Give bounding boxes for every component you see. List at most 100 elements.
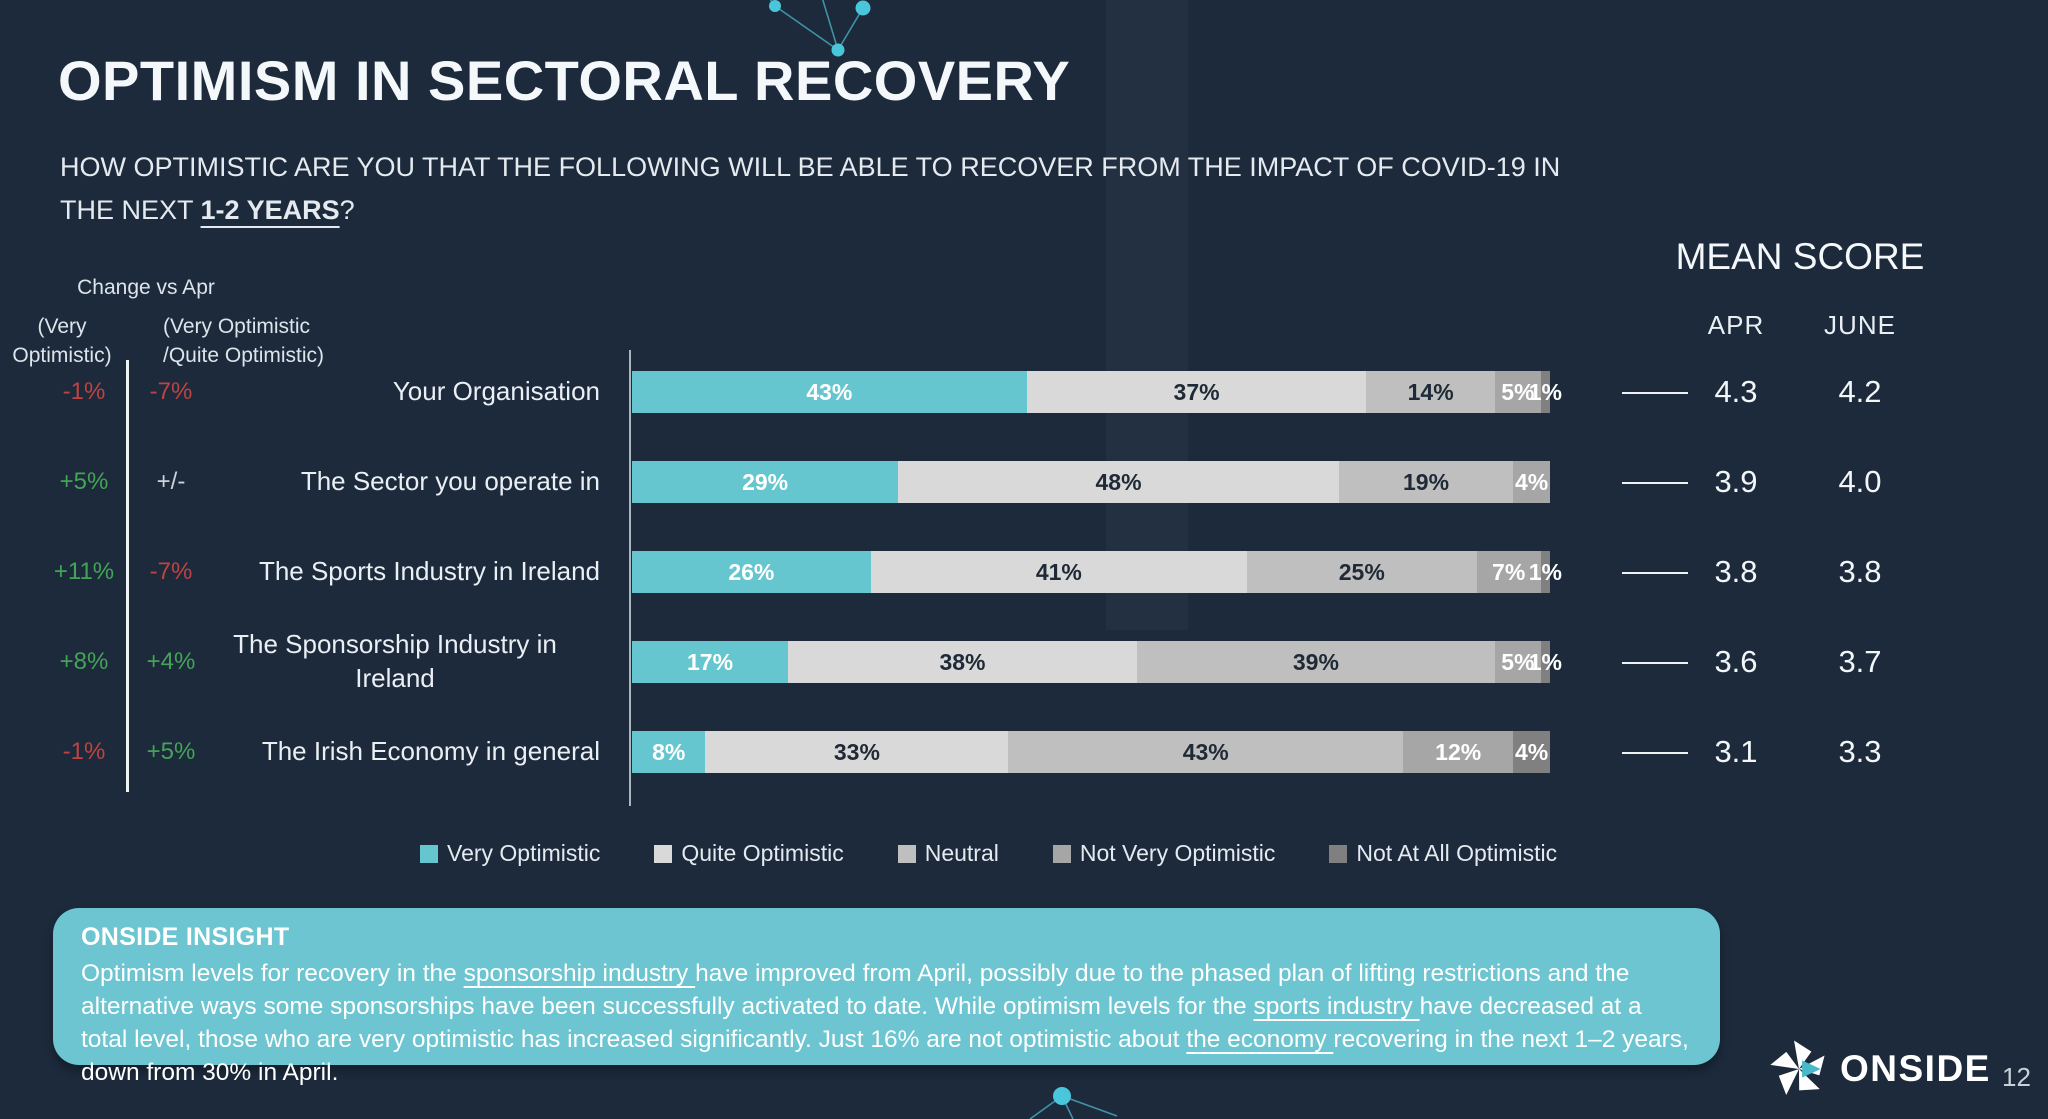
insight-underlined-phrase: sports industry xyxy=(1253,993,1420,1021)
bar-segment-neutral: 39% xyxy=(1136,641,1495,683)
chart-axis-line xyxy=(629,350,631,806)
mean-dash xyxy=(1622,752,1688,754)
bar-segment-value: 4% xyxy=(1514,468,1549,495)
bar-segment-very-optimistic: 8% xyxy=(632,731,706,773)
change-combined-value: +4% xyxy=(146,648,196,675)
bar-segment-not-at-all-optimistic: 1% xyxy=(1529,371,1562,413)
insight-text: Optimism levels for recovery in the xyxy=(81,960,464,987)
mean-apr-value: 3.8 xyxy=(1714,554,1758,589)
change-very-optimistic-value: +5% xyxy=(59,468,109,495)
insight-text: recovering in the next 1–2 years, down f… xyxy=(81,1026,1689,1087)
insight-underlined-phrase: the economy xyxy=(1186,1026,1334,1054)
bar-segment-very-optimistic: 26% xyxy=(632,551,871,593)
stacked-bar: 26% 41% 25% 7% 1% xyxy=(632,551,1562,593)
mean-dash xyxy=(1622,662,1688,664)
bar-segment-value: 1% xyxy=(1528,648,1562,675)
mean-june-column-header: JUNE xyxy=(1824,310,1896,340)
bar-segment-not-at-all-optimistic: 4% xyxy=(1513,731,1550,773)
bar-segment-very-optimistic: 43% xyxy=(632,371,1027,413)
bar-segment-value: 33% xyxy=(833,738,880,765)
change-combined-value: +5% xyxy=(146,738,196,765)
bar-segment-value: 43% xyxy=(1182,738,1229,765)
bar-segment-value: 39% xyxy=(1292,648,1339,675)
legend-item: Not Very Optimistic xyxy=(1052,840,1276,867)
mean-dash xyxy=(1622,392,1688,394)
chart-legend: Very Optimistic Quite Optimistic Neutral No… xyxy=(420,840,1557,867)
legend-swatch xyxy=(897,844,916,863)
stacked-bar: 29% 48% 19% 4% xyxy=(632,461,1550,503)
bar-segment-value: 29% xyxy=(742,468,789,495)
legend-label: Very Optimistic xyxy=(447,840,601,866)
page-title: OPTIMISM IN SECTORAL RECOVERY xyxy=(58,49,1071,112)
mean-score-header: MEAN SCORE xyxy=(1675,236,1925,277)
chart-row: +11% -7% The Sports Industry in Ireland 26%… xyxy=(0,527,2048,617)
legend-item: Quite Optimistic xyxy=(654,840,844,867)
chart-row: -1% +5% The Irish Economy in general 8% 33% 4… xyxy=(0,707,2048,797)
legend-swatch xyxy=(1052,844,1071,863)
onside-pinwheel-icon xyxy=(1770,1040,1825,1095)
legend-item: Very Optimistic xyxy=(420,840,600,867)
change-combined-value: +/- xyxy=(156,468,186,495)
insight-title: ONSIDE INSIGHT xyxy=(81,923,290,951)
mean-dash xyxy=(1622,482,1688,484)
legend-label: Not Very Optimistic xyxy=(1079,840,1276,866)
bar-segment-neutral: 25% xyxy=(1247,551,1477,593)
bar-segment-very-optimistic: 17% xyxy=(632,641,789,683)
legend-item: Neutral xyxy=(897,840,999,867)
bar-segment-value: 41% xyxy=(1035,558,1082,585)
bar-segment-not-at-all-optimistic: 1% xyxy=(1529,641,1562,683)
insight-text: have decreased at a total level, those w… xyxy=(81,993,1642,1054)
mean-apr-value: 4.3 xyxy=(1714,374,1758,409)
brand-logo: ONSIDE xyxy=(1768,1038,1991,1100)
bar-segment-very-optimistic: 29% xyxy=(632,461,899,503)
page-number: 12 xyxy=(2002,1062,2031,1092)
mean-apr-value: 3.6 xyxy=(1714,644,1758,679)
category-label: Your Organisation xyxy=(392,376,600,407)
bar-segment-neutral: 43% xyxy=(1008,731,1404,773)
bar-segment-quite-optimistic: 41% xyxy=(870,551,1248,593)
bar-segment-value: 48% xyxy=(1095,468,1142,495)
chart-row: +8% +4% The Sponsorship Industry in Irelan… xyxy=(0,617,2048,707)
bar-segment-value: 17% xyxy=(687,648,734,675)
change-very-optimistic-value: +11% xyxy=(53,558,115,585)
mean-june-value: 4.2 xyxy=(1838,374,1882,409)
category-label: The Sector you operate in xyxy=(300,466,600,497)
bar-segment-quite-optimistic: 37% xyxy=(1026,371,1367,413)
bar-segment-value: 25% xyxy=(1338,558,1385,585)
category-label: The Sports Industry in Ireland xyxy=(258,556,600,587)
bar-segment-neutral: 19% xyxy=(1338,461,1514,503)
bar-segment-value: 38% xyxy=(939,648,986,675)
legend-label: Neutral xyxy=(924,840,999,866)
legend-swatch xyxy=(654,844,673,863)
mean-june-value: 3.7 xyxy=(1838,644,1882,679)
survey-question: HOW OPTIMISTIC ARE YOU THAT THE FOLLOWIN… xyxy=(60,146,1620,231)
legend-swatch xyxy=(1329,844,1348,863)
bar-segment-value: 37% xyxy=(1173,378,1220,405)
bar-segment-quite-optimistic: 33% xyxy=(705,731,1009,773)
legend-item: Not At All Optimistic xyxy=(1329,840,1557,867)
insight-body: Optimism levels for recovery in the spon… xyxy=(81,957,1692,1089)
mean-june-value: 3.8 xyxy=(1838,554,1882,589)
insight-text: have improved from April, possibly due t… xyxy=(81,960,1630,1021)
insight-box: ONSIDE INSIGHT Optimism levels for recov… xyxy=(53,908,1720,1086)
insight-underlined-phrase: sponsorship industry xyxy=(463,960,696,987)
change-combined-value: -7% xyxy=(149,378,193,405)
survey-question-suffix: ? xyxy=(339,194,355,225)
bar-segment-not-very-optimistic: 4% xyxy=(1513,461,1550,503)
bar-segment-value: 5% xyxy=(1501,378,1535,405)
mean-apr-value: 3.9 xyxy=(1714,464,1758,499)
network-nodes-icon xyxy=(1029,1087,1118,1119)
bar-segment-quite-optimistic: 38% xyxy=(788,641,1137,683)
bar-segment-value: 19% xyxy=(1403,468,1450,495)
change-very-optimistic-value: -1% xyxy=(62,738,106,765)
stacked-bar: 17% 38% 39% 5% 1% xyxy=(632,641,1562,683)
legend-swatch xyxy=(420,844,438,863)
bar-segment-not-at-all-optimistic: 1% xyxy=(1529,551,1562,593)
survey-question-text: HOW OPTIMISTIC ARE YOU THAT THE FOLLOWIN… xyxy=(60,152,1561,225)
change-very-optimistic-value: +8% xyxy=(59,648,109,675)
mean-apr-value: 3.1 xyxy=(1714,734,1758,769)
bar-segment-value: 12% xyxy=(1435,738,1482,765)
bar-segment-value: 5% xyxy=(1501,648,1535,675)
category-label: The Sponsorship Industry in Ireland xyxy=(233,629,557,693)
